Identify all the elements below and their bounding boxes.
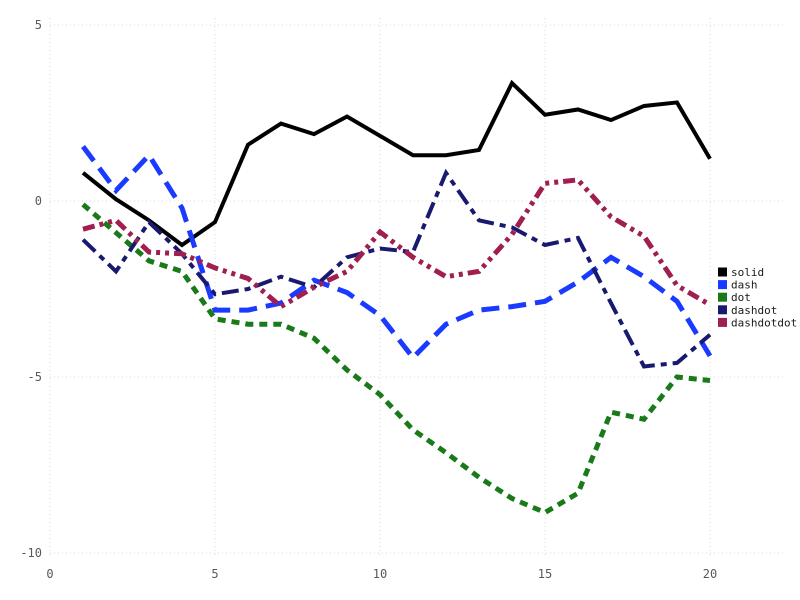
legend-swatch-dashdotdot xyxy=(718,317,727,327)
legend-label-dash: dash xyxy=(731,279,758,292)
y-tick-label: -5 xyxy=(28,370,42,384)
series-line-solid xyxy=(81,79,712,248)
y-tick-label: -10 xyxy=(20,546,42,560)
x-tick-label: 0 xyxy=(46,567,53,581)
series-line-dash xyxy=(81,144,713,362)
legend-swatch-solid xyxy=(718,267,727,277)
legend-label-dashdotdot: dashdotdot xyxy=(731,316,797,329)
y-tick-label: 0 xyxy=(35,194,42,208)
legend-swatch-dot xyxy=(718,292,727,302)
legend-label-dot: dot xyxy=(731,291,751,304)
series-line-dot xyxy=(81,202,711,516)
legend-swatch-dashdot xyxy=(718,305,727,315)
x-tick-label: 10 xyxy=(373,567,387,581)
legend-swatch-dash xyxy=(718,280,727,290)
x-tick-label: 5 xyxy=(211,567,218,581)
y-tick-label: 5 xyxy=(35,18,42,32)
legend-label-solid: solid xyxy=(731,266,764,279)
x-tick-label: 20 xyxy=(703,567,717,581)
legend-label-dashdot: dashdot xyxy=(731,304,777,317)
x-tick-label: 15 xyxy=(538,567,552,581)
series-line-dashdot xyxy=(81,168,712,369)
